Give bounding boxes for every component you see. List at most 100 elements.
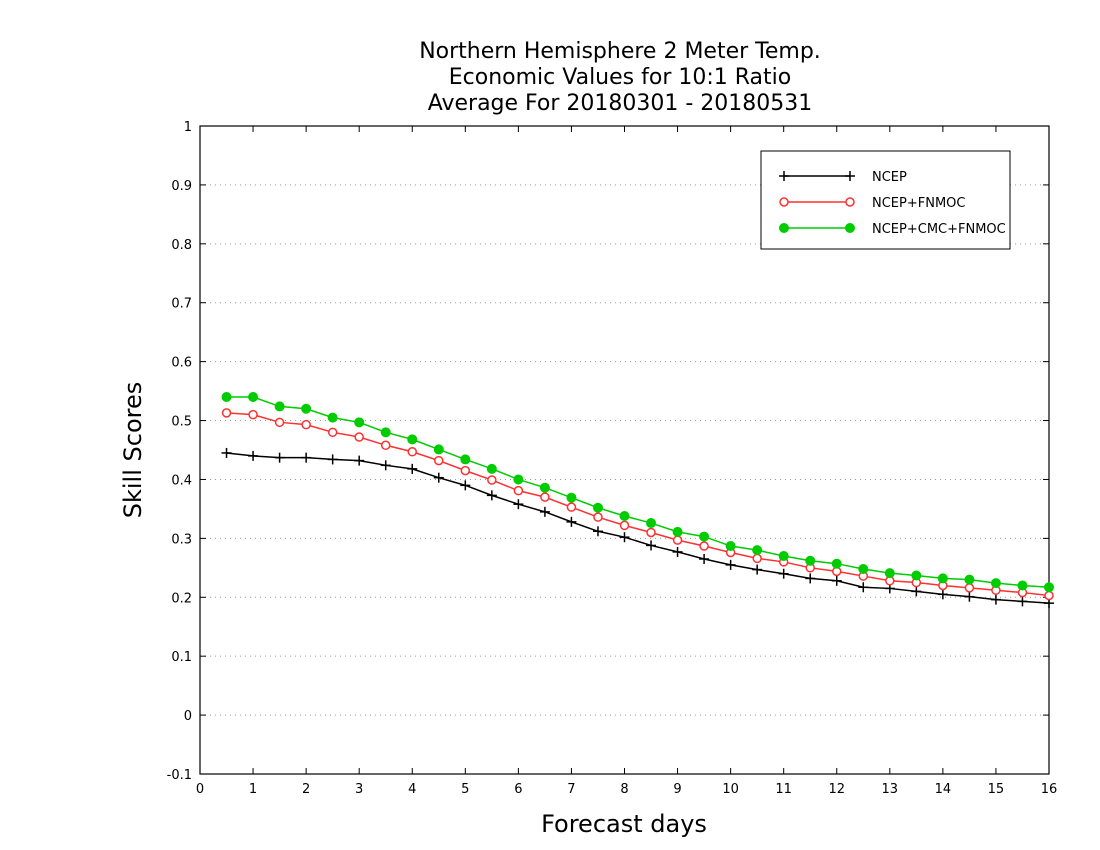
y-tick-label: 0.9 xyxy=(171,179,192,194)
data-point xyxy=(831,558,842,569)
data-point xyxy=(460,454,471,465)
data-point xyxy=(911,570,922,581)
data-point xyxy=(539,482,550,493)
x-tick-label: 12 xyxy=(828,782,845,797)
y-tick-label: 0.8 xyxy=(171,238,192,253)
data-point xyxy=(778,568,789,579)
data-point xyxy=(301,452,312,463)
series-line xyxy=(226,412,1050,597)
data-point xyxy=(964,574,975,585)
data-point xyxy=(672,526,683,537)
data-point xyxy=(699,553,710,564)
y-tick-label: 0.3 xyxy=(171,532,192,547)
data-point xyxy=(752,553,762,564)
data-point xyxy=(248,391,259,402)
data-point xyxy=(566,502,577,512)
data-point xyxy=(407,434,418,445)
x-tick-label: 8 xyxy=(620,782,628,797)
x-tick-label: 0 xyxy=(196,782,204,797)
data-point xyxy=(354,417,365,428)
title-line-3: Average For 20180301 - 20180531 xyxy=(428,91,813,116)
y-tick-label: 0.6 xyxy=(171,356,192,371)
series-1 xyxy=(221,408,1054,601)
data-point xyxy=(937,589,948,600)
data-point xyxy=(460,465,471,476)
data-point xyxy=(513,485,524,496)
data-point xyxy=(301,419,311,430)
x-tick-label: 9 xyxy=(673,782,681,797)
data-point xyxy=(619,510,630,521)
x-tick-label: 3 xyxy=(355,782,363,797)
data-point xyxy=(433,444,444,455)
data-point xyxy=(672,546,683,557)
y-tick-label: 0.4 xyxy=(171,473,192,488)
data-point xyxy=(566,516,577,527)
data-point xyxy=(221,408,232,418)
data-point xyxy=(646,518,657,529)
data-point xyxy=(1017,596,1028,607)
legend-marker xyxy=(779,171,789,181)
title-line-2: Economic Values for 10:1 Ratio xyxy=(449,65,791,90)
series-line xyxy=(226,396,1050,589)
legend-entry-2: NCEP+CMC+FNMOC xyxy=(779,222,1006,237)
series-layer xyxy=(221,391,1054,609)
data-point xyxy=(752,545,763,556)
y-axis: -0.1 0 0.1 0.2 0.3 0.4 0.5 0.6 0.7 0.8 0.9 1 xyxy=(167,120,1049,783)
data-point xyxy=(327,427,338,438)
x-tick-label: 11 xyxy=(775,782,792,797)
gridlines xyxy=(200,184,1049,716)
data-point xyxy=(248,409,258,420)
data-point xyxy=(327,454,338,465)
data-point xyxy=(380,427,391,438)
y-tick-label: 0.1 xyxy=(171,650,192,665)
data-point xyxy=(699,531,710,542)
legend-label: NCEP+FNMOC xyxy=(872,196,965,211)
data-point xyxy=(274,417,285,428)
data-point xyxy=(858,582,869,593)
x-tick-label: 14 xyxy=(935,782,952,797)
x-tick-label: 1 xyxy=(249,782,257,797)
series-0 xyxy=(221,447,1054,609)
y-tick-label: 0.5 xyxy=(171,415,192,430)
data-point xyxy=(725,541,736,552)
y-axis-title: Skill Scores xyxy=(119,382,147,519)
x-tick-label: 6 xyxy=(514,782,522,797)
x-tick-label: 13 xyxy=(882,782,899,797)
data-point xyxy=(539,506,550,517)
data-point xyxy=(540,492,550,502)
legend-entry-1: NCEP+FNMOC xyxy=(779,196,965,211)
legend: NCEP NCEP+FNMOC NCEP+CMC+FNMOC xyxy=(760,150,1011,250)
data-point xyxy=(592,502,603,513)
legend-marker xyxy=(845,223,855,233)
y-tick-label: 0.2 xyxy=(171,591,192,606)
data-point xyxy=(778,551,789,562)
data-point xyxy=(513,499,524,510)
data-point xyxy=(805,573,816,584)
data-point xyxy=(380,440,391,451)
data-point xyxy=(274,401,285,412)
data-point xyxy=(646,540,657,551)
data-point xyxy=(301,403,312,414)
data-point xyxy=(858,563,869,574)
x-tick-label: 2 xyxy=(302,782,310,797)
legend-box xyxy=(760,150,1011,250)
data-point xyxy=(1044,590,1054,601)
data-point xyxy=(592,526,603,537)
data-point xyxy=(486,463,497,474)
data-point xyxy=(619,520,630,531)
data-point xyxy=(752,564,763,575)
data-point xyxy=(380,460,391,471)
chart-title: Northern Hemisphere 2 Meter Temp. Econom… xyxy=(419,39,821,116)
data-point xyxy=(911,586,922,597)
title-line-1: Northern Hemisphere 2 Meter Temp. xyxy=(419,39,821,64)
legend-label: NCEP+CMC+FNMOC xyxy=(872,222,1006,237)
data-point xyxy=(646,527,656,538)
data-point xyxy=(990,578,1001,589)
data-point xyxy=(805,555,816,566)
x-tick-label: 15 xyxy=(988,782,1005,797)
legend-marker xyxy=(845,171,855,181)
series-line xyxy=(226,452,1050,604)
data-point xyxy=(221,447,232,458)
x-tick-label: 4 xyxy=(408,782,416,797)
